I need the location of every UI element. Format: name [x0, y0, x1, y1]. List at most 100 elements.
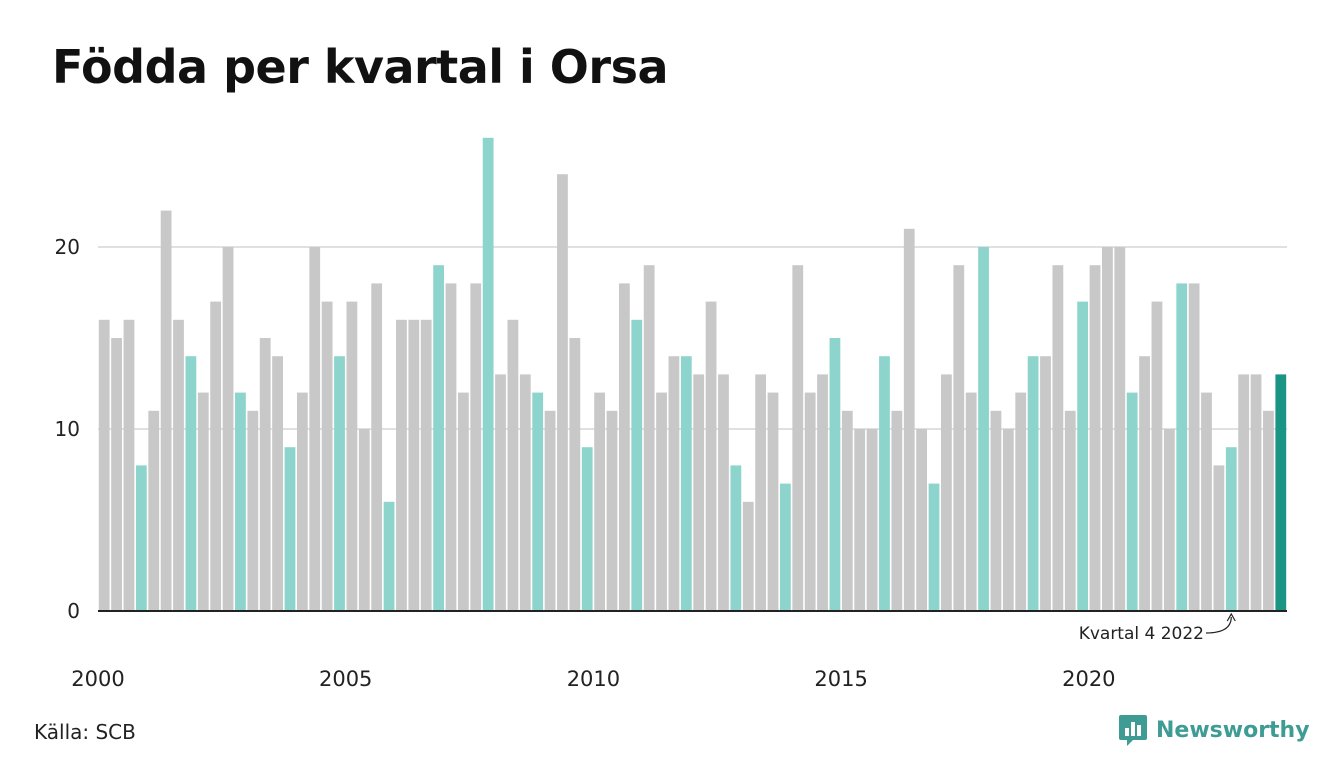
bar — [160, 210, 172, 611]
source-note: Källa: SCB — [34, 720, 136, 744]
bar — [792, 265, 804, 611]
bar — [235, 392, 246, 611]
bar — [1263, 410, 1274, 611]
bar — [594, 392, 606, 611]
bar — [1176, 283, 1188, 611]
bar — [135, 465, 147, 611]
y-tick-label: 0 — [67, 599, 80, 623]
bar — [1201, 392, 1212, 611]
bar — [978, 247, 989, 611]
bar — [755, 374, 767, 611]
bar — [1052, 265, 1064, 611]
bar — [854, 429, 866, 611]
bar — [1225, 447, 1237, 611]
bar — [1163, 429, 1175, 611]
bar — [903, 228, 915, 612]
annotation-arrow — [1205, 616, 1232, 634]
bar — [321, 301, 333, 611]
bar — [643, 265, 655, 611]
bar — [1015, 392, 1027, 611]
bar — [1151, 301, 1163, 611]
bar — [668, 356, 680, 611]
bar — [408, 319, 420, 611]
bar — [272, 356, 283, 611]
bar — [470, 283, 482, 611]
bar — [371, 283, 383, 611]
bar — [829, 338, 841, 611]
brand-name: Newsworthy — [1156, 717, 1310, 743]
chart-title: Födda per kvartal i Orsa — [52, 40, 669, 94]
bar — [606, 410, 618, 611]
bar — [1077, 301, 1089, 611]
bar — [891, 410, 903, 611]
bar — [1213, 465, 1225, 611]
bar — [1188, 283, 1200, 611]
bar — [544, 410, 556, 611]
bar — [284, 447, 296, 611]
bar — [557, 174, 568, 611]
bar — [953, 265, 965, 611]
bar — [866, 429, 878, 611]
bar — [507, 319, 519, 611]
bar — [879, 356, 890, 611]
x-tick-label: 2020 — [1062, 667, 1115, 691]
bar — [346, 301, 358, 611]
bar — [98, 319, 110, 611]
bar — [123, 319, 135, 611]
bar — [581, 447, 593, 611]
bar — [990, 410, 1002, 611]
bar — [569, 338, 581, 611]
bar — [173, 319, 184, 611]
bar — [1089, 265, 1101, 611]
bar — [718, 374, 729, 611]
x-tick-label: 2005 — [319, 667, 372, 691]
bar — [1002, 429, 1014, 611]
bar — [433, 265, 444, 611]
bar — [259, 338, 271, 611]
bar — [705, 301, 717, 611]
bar — [767, 392, 779, 611]
bar — [1114, 247, 1126, 611]
bar — [916, 429, 928, 611]
bar — [631, 319, 643, 611]
bar — [817, 374, 828, 611]
bar — [1102, 247, 1113, 611]
bar — [1139, 356, 1150, 611]
bar — [1064, 410, 1076, 611]
bar — [1040, 356, 1051, 611]
bar — [941, 374, 952, 611]
bar — [334, 356, 345, 611]
x-tick-label: 2000 — [71, 667, 124, 691]
bar — [309, 247, 321, 611]
bar — [1027, 356, 1039, 611]
y-tick-label: 20 — [55, 235, 80, 259]
bar — [457, 392, 469, 611]
bar — [222, 247, 234, 611]
annotation-label: Kvartal 4 2022 — [1079, 624, 1204, 644]
bar — [148, 410, 160, 611]
bar — [656, 392, 667, 611]
bar — [693, 374, 705, 611]
bar — [247, 410, 259, 611]
bar — [197, 392, 209, 611]
bar — [730, 465, 742, 611]
bar — [396, 319, 407, 611]
annotation-arrowhead — [1226, 612, 1236, 622]
x-tick-label: 2010 — [567, 667, 620, 691]
y-tick-label: 10 — [55, 417, 80, 441]
bar — [532, 392, 544, 611]
bar — [618, 283, 630, 611]
bar — [420, 319, 432, 611]
bar — [185, 356, 197, 611]
x-tick-label: 2015 — [814, 667, 867, 691]
brand-logo: Newsworthy — [1118, 713, 1310, 747]
bar — [680, 356, 692, 611]
bar — [111, 338, 122, 611]
bar — [383, 501, 395, 611]
bar — [841, 410, 853, 611]
bar — [495, 374, 506, 611]
bar — [445, 283, 457, 611]
bar — [779, 483, 791, 611]
newsworthy-logo-icon — [1119, 715, 1147, 746]
